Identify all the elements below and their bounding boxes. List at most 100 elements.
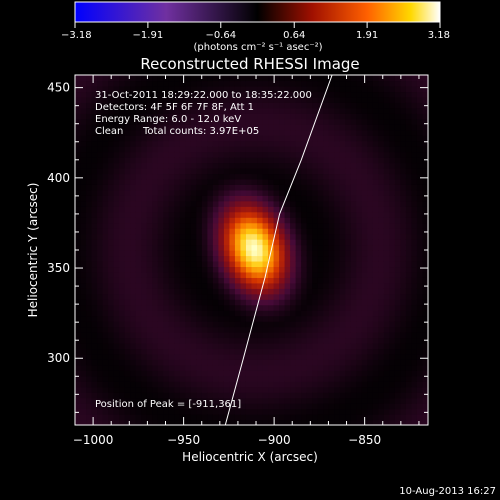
heatmap-cell [179, 222, 186, 229]
heatmap-cell [75, 293, 82, 300]
heatmap-cell [190, 184, 197, 191]
heatmap-cell [416, 315, 424, 322]
heatmap-cell [367, 85, 374, 93]
heatmap-cell [80, 392, 87, 399]
heatmap-cell [163, 157, 170, 164]
heatmap-cell [334, 277, 341, 284]
heatmap-cell [394, 403, 402, 410]
heatmap-cell [378, 178, 385, 185]
heatmap-cell [91, 189, 98, 196]
heatmap-cell [135, 113, 142, 120]
heatmap-cell [257, 288, 264, 295]
heatmap-cell [113, 315, 120, 322]
heatmap-cell [279, 102, 286, 109]
heatmap-cell [290, 419, 297, 425]
heatmap-cell [119, 381, 126, 388]
heatmap-cell [179, 217, 186, 224]
heatmap-cell [323, 255, 330, 262]
heatmap-cell [91, 244, 98, 251]
heatmap-cell [339, 310, 346, 317]
heatmap-cell [196, 222, 203, 229]
heatmap-cell [218, 304, 225, 311]
heatmap-cell [350, 162, 357, 169]
heatmap-cell [389, 75, 396, 82]
heatmap-cell [223, 162, 231, 169]
heatmap-cell [108, 167, 115, 175]
heatmap-cell [268, 195, 275, 202]
heatmap-cell [422, 222, 428, 229]
heatmap-cell [80, 359, 87, 366]
heatmap-cell [317, 375, 324, 382]
heatmap-cell [262, 157, 269, 164]
heatmap-cell [168, 96, 175, 103]
heatmap-cell [394, 321, 402, 328]
heatmap-cell [317, 260, 324, 268]
heatmap-cell [119, 129, 126, 136]
heatmap-cell [223, 173, 231, 180]
heatmap-cell [334, 102, 341, 109]
heatmap-cell [273, 304, 280, 311]
heatmap-cell [168, 277, 175, 284]
heatmap-cell [422, 397, 428, 404]
heatmap-cell [135, 255, 142, 262]
heatmap-cell [135, 228, 142, 235]
heatmap-cell [190, 124, 197, 131]
heatmap-cell [400, 337, 407, 344]
heatmap-cell [405, 195, 413, 202]
heatmap-cell [350, 239, 357, 246]
heatmap-cell [350, 91, 357, 98]
heatmap-cell [323, 228, 330, 235]
heatmap-cell [152, 310, 159, 317]
heatmap-cell [245, 397, 253, 404]
heatmap-cell [141, 75, 148, 82]
heatmap-cell [135, 271, 142, 278]
heatmap-cell [422, 118, 428, 125]
heatmap-cell [361, 244, 368, 251]
heatmap-cell [174, 381, 181, 388]
heatmap-cell [312, 107, 319, 114]
heatmap-cell [179, 271, 186, 278]
heatmap-cell [190, 239, 197, 246]
heatmap-cell [251, 370, 258, 377]
heatmap-cell [218, 228, 225, 235]
heatmap-cell [279, 195, 286, 202]
heatmap-cell [234, 140, 242, 147]
heatmap-cell [141, 124, 148, 131]
heatmap-cell [257, 157, 264, 164]
heatmap-cell [130, 293, 137, 300]
heatmap-cell [251, 364, 258, 371]
heatmap-cell [411, 206, 418, 213]
heatmap-cell [345, 233, 352, 240]
heatmap-cell [295, 85, 302, 93]
heatmap-cell [135, 397, 142, 404]
heatmap-cell [234, 250, 242, 257]
y-tick-label: 400 [47, 171, 70, 185]
heatmap-cell [207, 288, 214, 295]
heatmap-cell [394, 304, 402, 311]
heatmap-cell [262, 337, 269, 344]
heatmap-cell [207, 337, 214, 344]
heatmap-cell [279, 151, 286, 158]
heatmap-cell [411, 342, 418, 350]
heatmap-cell [345, 75, 352, 82]
heatmap-cell [80, 381, 87, 388]
heatmap-cell [168, 118, 175, 125]
heatmap-cell [405, 184, 413, 191]
heatmap-cell [168, 129, 175, 136]
heatmap-cell [80, 386, 87, 393]
heatmap-cell [113, 200, 120, 207]
heatmap-cell [312, 392, 319, 399]
heatmap-cell [80, 195, 87, 202]
heatmap-cell [312, 288, 319, 295]
heatmap-cell [240, 414, 247, 421]
heatmap-cell [416, 419, 424, 425]
heatmap-cell [268, 107, 275, 114]
heatmap-cell [251, 195, 258, 202]
heatmap-cell [108, 118, 115, 125]
heatmap-cell [130, 129, 137, 136]
heatmap-cell [207, 113, 214, 120]
heatmap-cell [119, 408, 126, 415]
heatmap-cell [223, 321, 231, 328]
heatmap-cell [245, 173, 253, 180]
heatmap-cell [190, 129, 197, 136]
